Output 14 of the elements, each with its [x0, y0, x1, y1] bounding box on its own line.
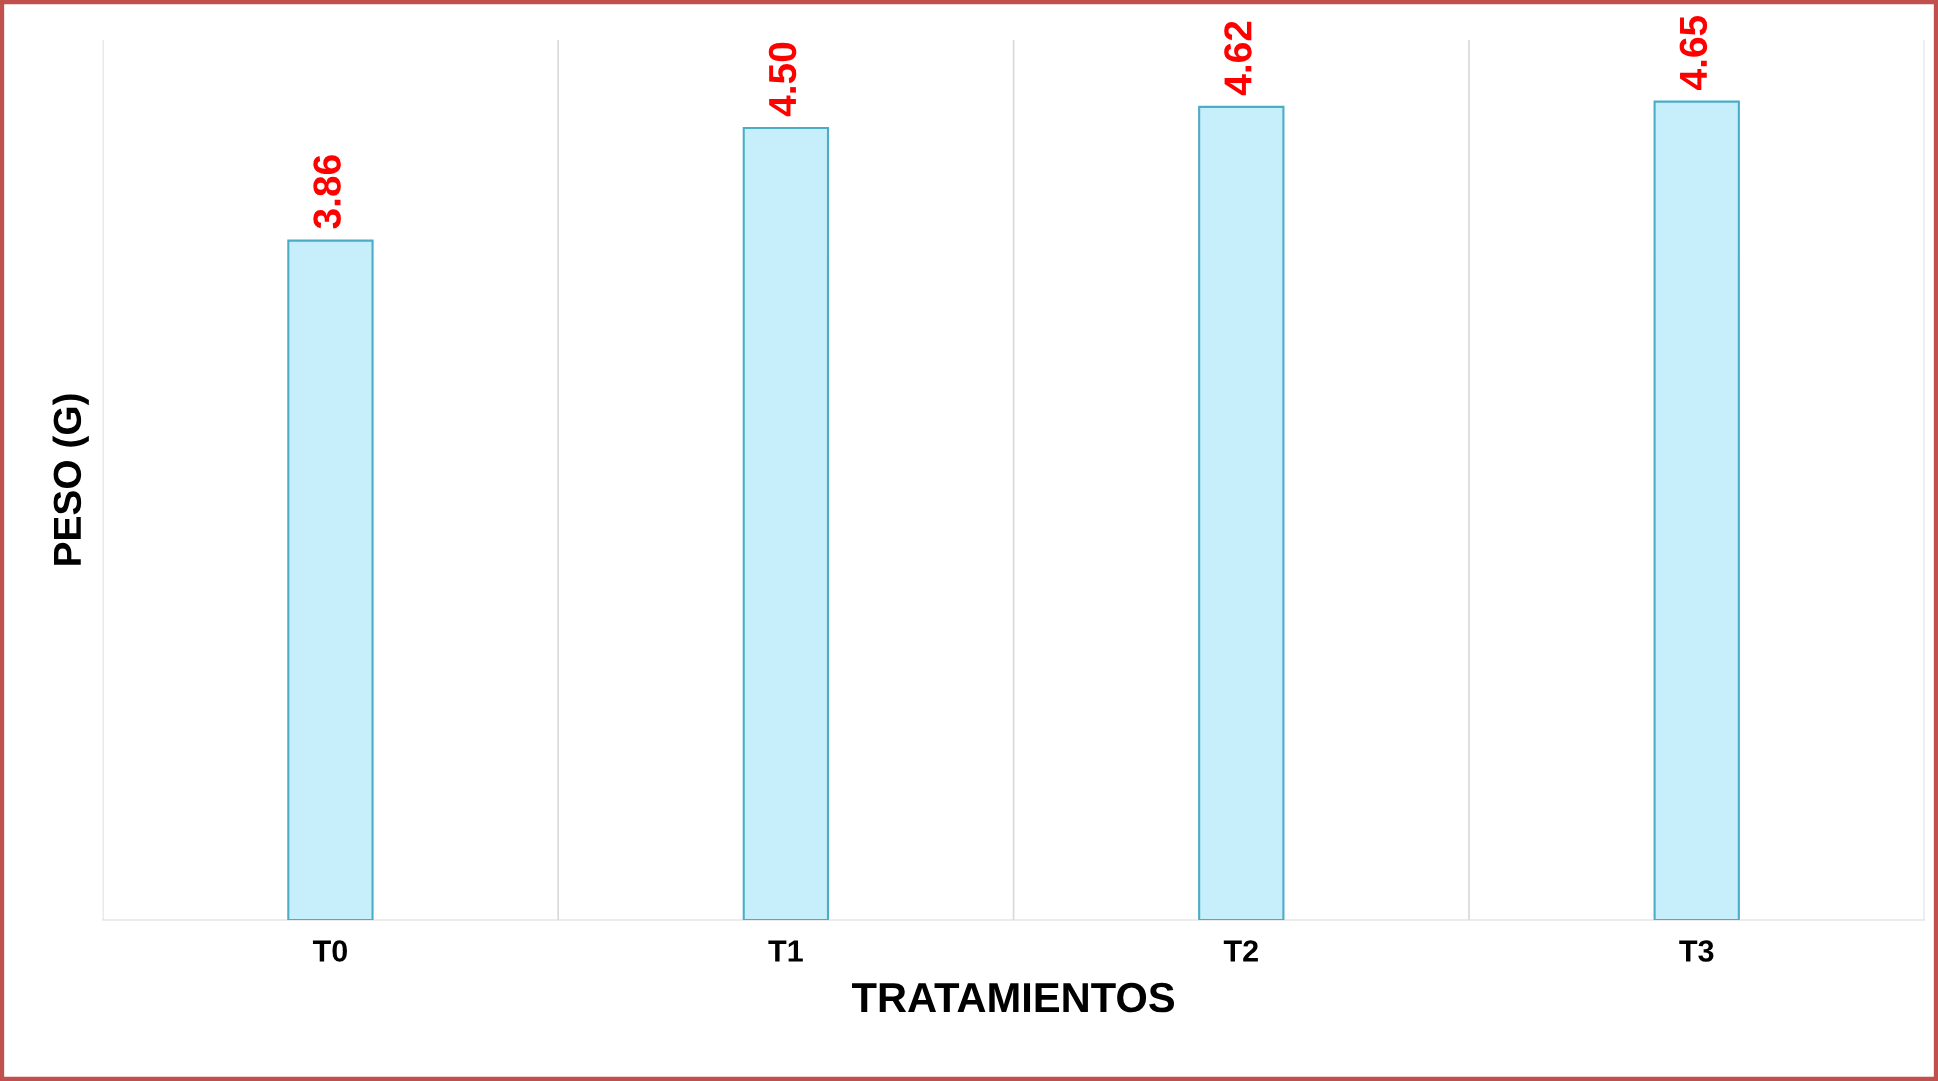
- x-axis-title: TRATAMIENTOS: [851, 982, 1175, 1013]
- data-label: 3.86: [313, 155, 341, 229]
- x-tick-label: T1: [768, 940, 803, 962]
- bar: [1198, 105, 1285, 920]
- bar: [287, 239, 374, 920]
- data-label: 4.50: [768, 42, 797, 117]
- x-tick-label: T0: [312, 940, 348, 962]
- bar: [1653, 100, 1740, 920]
- y-axis-title: PESO (G): [52, 394, 89, 565]
- bar: [742, 126, 830, 920]
- data-label: 4.62: [1224, 21, 1252, 96]
- x-tick-label: T2: [1223, 940, 1258, 962]
- data-label: 4.65: [1679, 15, 1708, 90]
- x-tick-label: T3: [1679, 940, 1714, 962]
